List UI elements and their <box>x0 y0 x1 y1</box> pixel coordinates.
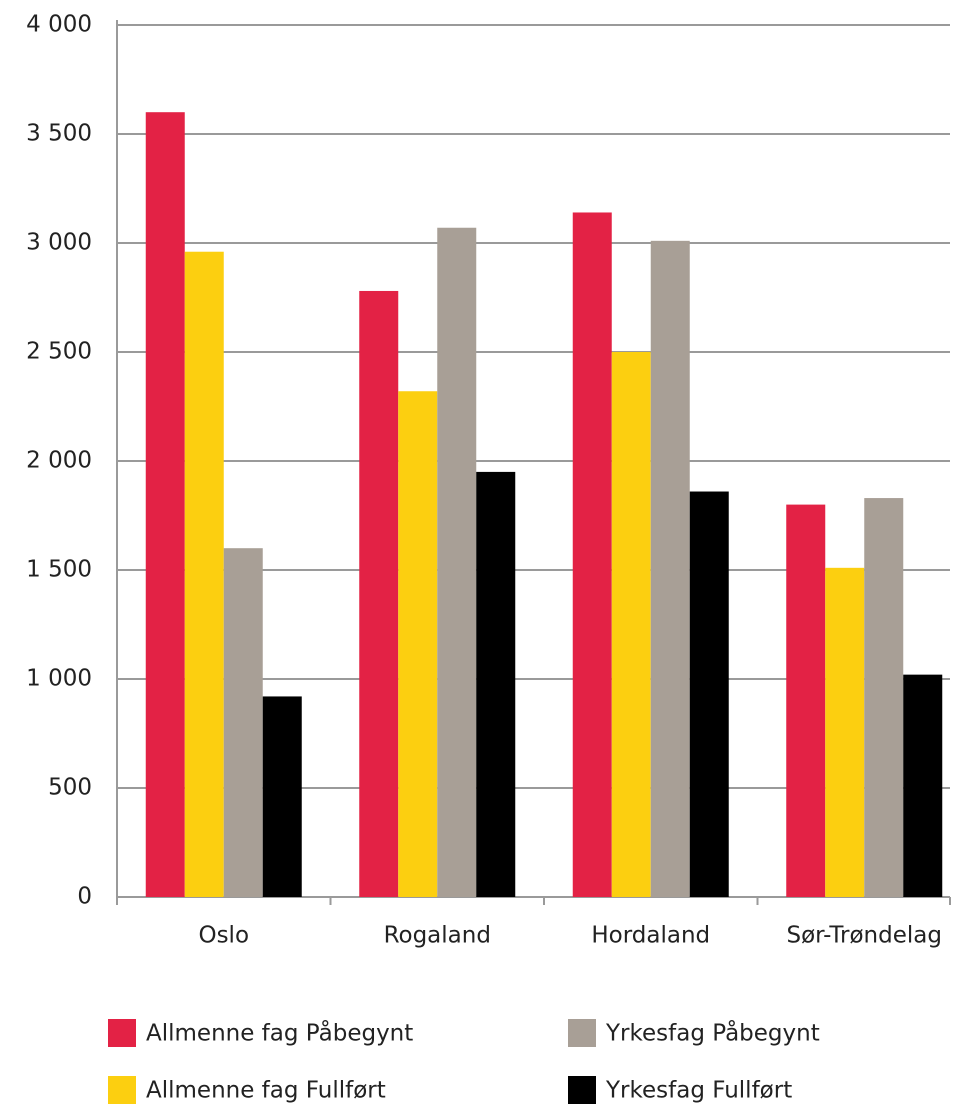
bar <box>359 290 399 898</box>
bar <box>262 696 302 897</box>
bar <box>572 212 612 898</box>
y-tick-label: 3 000 <box>26 230 92 256</box>
bar <box>903 674 943 897</box>
bar <box>786 504 826 897</box>
y-tick-label: 2 500 <box>26 339 92 365</box>
y-tick-label: 4 000 <box>26 12 92 38</box>
bar <box>864 498 904 897</box>
legend-swatch <box>568 1076 596 1104</box>
bar <box>825 567 865 897</box>
bar <box>145 112 185 897</box>
y-tick-label: 2 000 <box>26 448 92 474</box>
bar <box>437 227 477 898</box>
bar <box>611 352 651 897</box>
y-tick-label: 500 <box>48 775 92 801</box>
bar <box>223 548 263 897</box>
y-tick-label: 0 <box>77 884 92 910</box>
legend-label: Yrkesfag Påbegynt <box>605 1019 820 1047</box>
x-tick-label: Oslo <box>198 923 249 949</box>
bar <box>689 491 729 897</box>
legend-swatch <box>108 1019 136 1047</box>
legend-label: Allmenne fag Fullført <box>146 1078 386 1104</box>
x-tick-label: Sør-Trøndelag <box>787 923 942 949</box>
x-tick-label: Hordaland <box>591 923 710 949</box>
bar <box>184 251 224 898</box>
bar <box>650 240 690 897</box>
legend-swatch <box>108 1076 136 1104</box>
legend-label: Allmenne fag Påbegynt <box>146 1019 413 1047</box>
legend-label: Yrkesfag Fullført <box>605 1078 792 1104</box>
bar <box>476 471 516 897</box>
legend-swatch <box>568 1019 596 1047</box>
bar <box>398 391 438 897</box>
y-tick-label: 1 000 <box>26 666 92 692</box>
y-tick-label: 1 500 <box>26 557 92 583</box>
y-tick-label: 3 500 <box>26 121 92 147</box>
x-tick-label: Rogaland <box>384 923 491 949</box>
